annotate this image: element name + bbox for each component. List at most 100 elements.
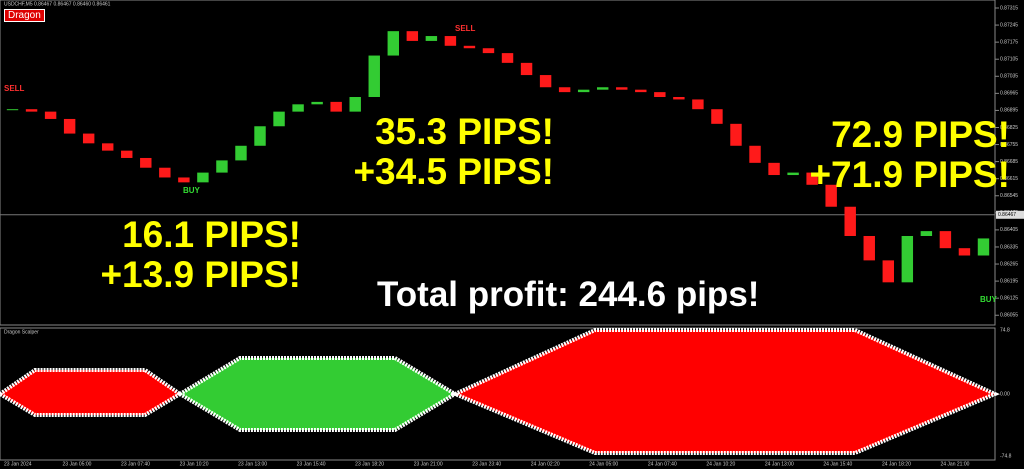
candle: [235, 145, 247, 161]
current-price-box: [996, 210, 1024, 219]
candle: [63, 118, 76, 134]
y-tick-label: 0.87315: [1000, 5, 1018, 11]
y-tick-label: 0.86615: [1000, 176, 1018, 182]
candle: [330, 101, 342, 112]
candle: [958, 248, 971, 256]
buy-signal: BUY: [183, 186, 200, 195]
candle: [901, 235, 914, 283]
candle: [44, 111, 57, 119]
time-label: 23 Jan 18:20: [355, 461, 384, 467]
time-label: 24 Jan 10:20: [706, 461, 735, 467]
indicator-mid: 0.00: [1000, 391, 1010, 397]
candle: [463, 45, 476, 49]
y-tick-label: 0.87245: [1000, 22, 1018, 28]
candle: [977, 238, 990, 256]
time-label: 23 Jan 15:40: [297, 461, 326, 467]
indicator-green-zone: [176, 356, 459, 432]
y-tick-label: 0.86545: [1000, 193, 1018, 199]
candle: [140, 157, 152, 168]
sell-signal: SELL: [455, 24, 476, 33]
candle: [882, 260, 894, 283]
candle: [292, 104, 304, 112]
time-label: 24 Jan 05:00: [589, 461, 618, 467]
candle: [501, 53, 514, 63]
time-label: 24 Jan 07:40: [648, 461, 677, 467]
time-label: 23 Jan 05:00: [63, 461, 92, 467]
y-tick-label: 0.87175: [1000, 39, 1018, 45]
total-profit: Total profit: 244.6 pips!: [377, 275, 760, 314]
time-label: 24 Jan 21:00: [940, 461, 969, 467]
indicator-bottom: -74.8: [1000, 453, 1012, 459]
candle: [825, 184, 837, 207]
y-tick-label: 0.86265: [1000, 261, 1018, 267]
y-tick-label: 0.86755: [1000, 142, 1018, 148]
indicator-name: Dragon Scalper: [4, 329, 39, 335]
indicator-red-zone: [450, 328, 1000, 455]
time-label: 23 Jan 13:00: [238, 461, 267, 467]
candle: [863, 235, 875, 261]
candle: [197, 172, 209, 183]
candle: [844, 206, 856, 236]
time-label: 24 Jan 02:20: [531, 461, 560, 467]
candle: [597, 87, 609, 90]
time-label: 24 Jan 18:20: [882, 461, 911, 467]
time-label: 24 Jan 13:00: [765, 461, 794, 467]
time-label: 23 Jan 21:00: [414, 461, 443, 467]
candle: [387, 31, 399, 56]
candle: [6, 109, 19, 111]
candle: [216, 160, 228, 173]
note-line: +13.9 PIPS!: [100, 254, 301, 295]
y-tick-label: 0.86685: [1000, 159, 1018, 165]
profit-note: 35.3 PIPS! +34.5 PIPS!: [353, 112, 554, 192]
candle: [273, 111, 285, 127]
note-line: 35.3 PIPS!: [375, 111, 554, 152]
y-tick-label: 0.86965: [1000, 91, 1018, 97]
y-tick-label: 0.86055: [1000, 313, 1018, 319]
candle: [558, 87, 571, 93]
dragon-button[interactable]: Dragon: [4, 9, 45, 22]
symbol-info: USDCHF,M5 0.86467 0.86467 0.86460 0.8646…: [4, 1, 111, 7]
note-line: +71.9 PIPS!: [809, 154, 1010, 195]
indicator-red-zone: [0, 368, 184, 417]
note-line: 72.9 PIPS!: [831, 114, 1010, 155]
current-price-label: 0.86467: [998, 212, 1016, 218]
candle: [102, 143, 114, 151]
candle: [673, 97, 685, 100]
candle: [425, 36, 438, 41]
candle: [711, 109, 723, 124]
indicator-top: 74.8: [1000, 327, 1010, 333]
time-label: 24 Jan 15:40: [823, 461, 852, 467]
y-tick-label: 0.86895: [1000, 108, 1018, 114]
candle: [82, 133, 95, 144]
candle: [635, 89, 647, 93]
candle: [159, 167, 171, 178]
y-tick-label: 0.86195: [1000, 278, 1018, 284]
candle: [406, 31, 419, 41]
note-line: +34.5 PIPS!: [353, 151, 554, 192]
y-tick-label: 0.87105: [1000, 57, 1018, 63]
y-tick-label: 0.86335: [1000, 244, 1018, 250]
candle: [692, 99, 704, 110]
sell-signal: SELL: [4, 84, 25, 93]
time-label: 23 Jan 10:20: [180, 461, 209, 467]
profit-note: 16.1 PIPS! +13.9 PIPS!: [100, 215, 301, 295]
y-tick-label: 0.86405: [1000, 227, 1018, 233]
candle: [349, 97, 361, 112]
price-frame: [0, 0, 996, 326]
candle: [768, 162, 780, 176]
candle: [444, 36, 457, 46]
candle: [787, 172, 799, 176]
buy-signal: BUY: [980, 295, 997, 304]
candle: [368, 55, 380, 98]
candle: [749, 145, 761, 163]
y-tick-label: 0.86125: [1000, 296, 1018, 302]
candle: [178, 177, 190, 183]
candle: [730, 123, 742, 146]
candle: [939, 231, 952, 249]
time-label: 23 Jan 2024: [4, 461, 32, 467]
candle: [654, 92, 666, 98]
note-line: 16.1 PIPS!: [122, 214, 301, 255]
candle: [482, 48, 495, 54]
